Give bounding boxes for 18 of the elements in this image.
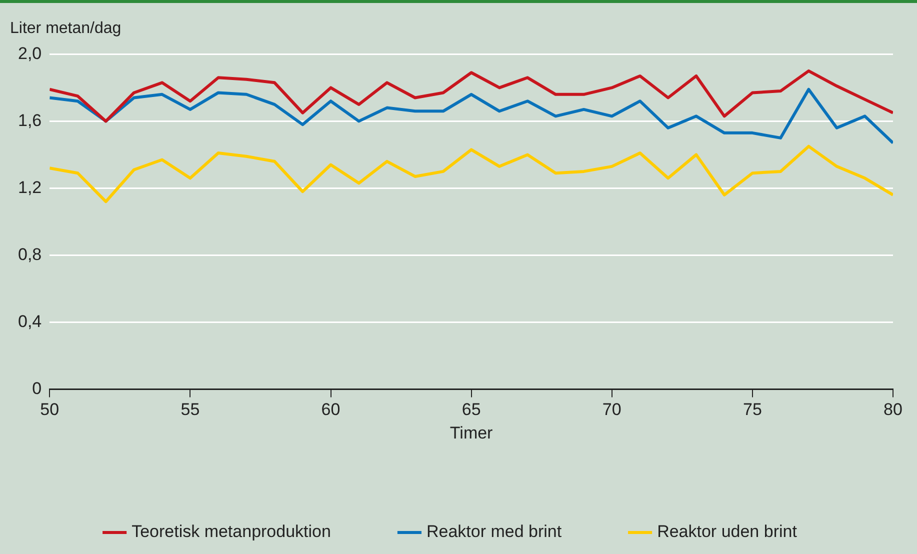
x-tick-label: 65 (462, 400, 481, 420)
y-tick-label: 0 (32, 378, 42, 398)
y-tick-label: 0,4 (18, 312, 42, 331)
y-tick-label: 0,8 (18, 244, 42, 264)
legend-label: Teoretisk metanproduktion (132, 522, 331, 542)
legend-label: Reaktor uden brint (657, 522, 798, 542)
x-tick-label: 75 (742, 400, 762, 420)
y-axis-title: Liter metan/dag (10, 20, 122, 38)
y-tick-label: 1,2 (18, 178, 42, 197)
legend-label: Reaktor med brint (426, 522, 562, 542)
x-tick-label: 60 (321, 400, 340, 420)
x-tick-label: 70 (602, 400, 622, 420)
x-tick-label: 50 (40, 400, 60, 420)
x-axis-title: Timer (450, 423, 494, 442)
x-tick-label: 55 (180, 400, 200, 420)
y-tick-label: 2,0 (18, 44, 42, 63)
y-tick-label: 1,6 (18, 110, 42, 130)
x-tick-label: 80 (884, 400, 902, 420)
